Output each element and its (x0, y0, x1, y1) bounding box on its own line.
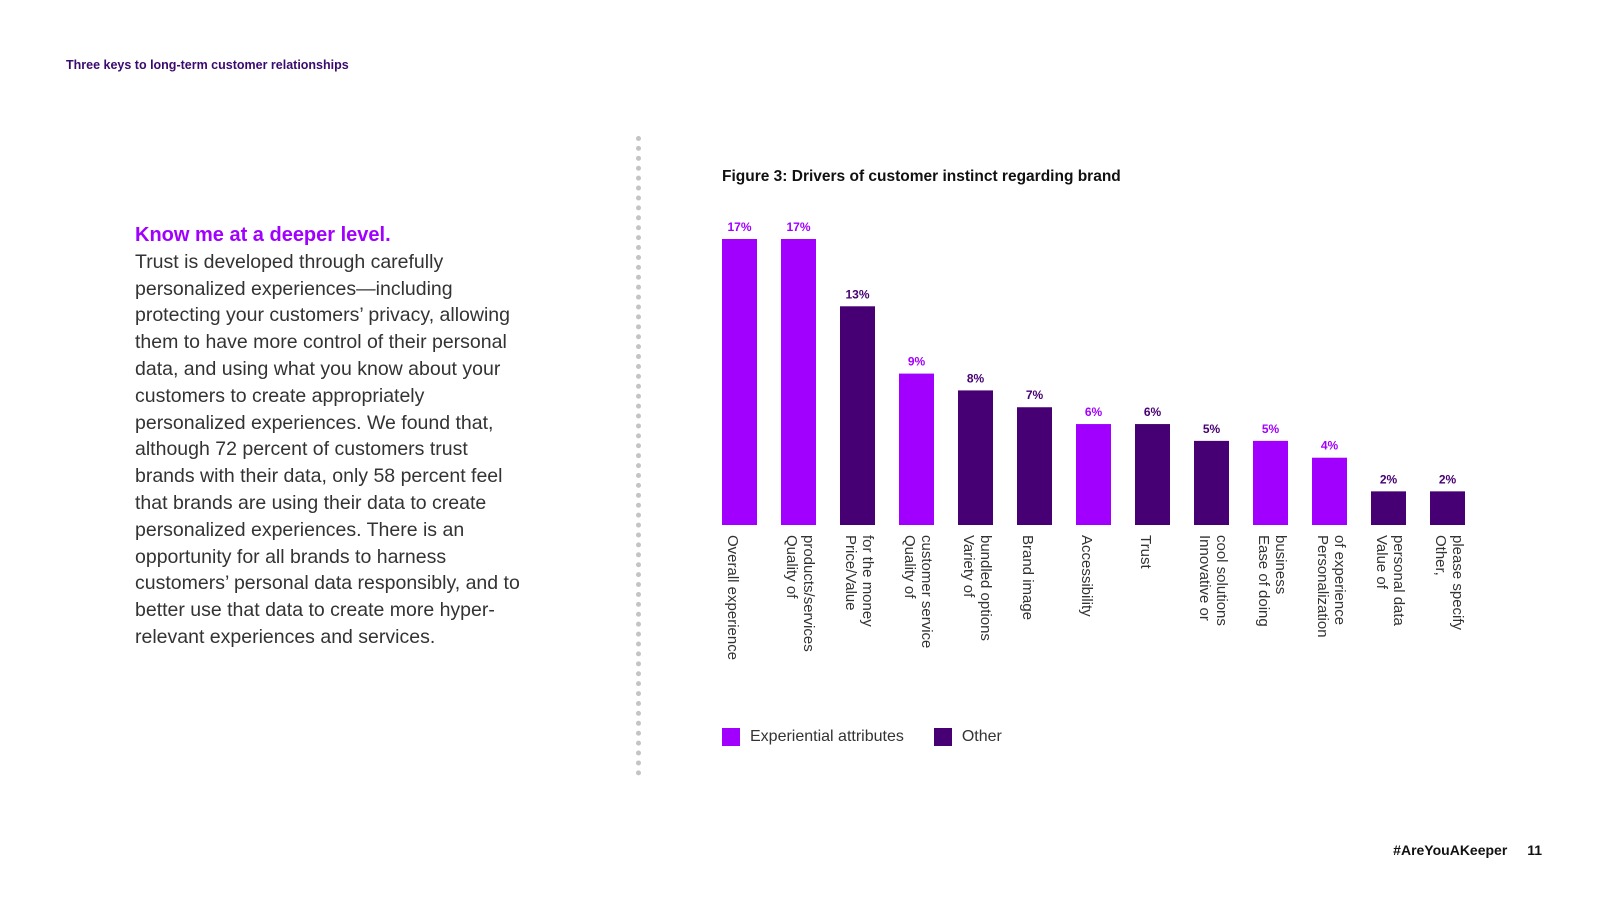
category-label-8: Innovative orcool solutions (1196, 535, 1230, 626)
category-label-5: Brand image (1019, 535, 1036, 620)
legend-swatch-experiential (722, 728, 740, 746)
figure-title: Figure 3: Drivers of customer instinct r… (722, 168, 1121, 185)
bar-7 (1135, 424, 1170, 525)
bar-3 (899, 373, 934, 525)
bar-2 (840, 306, 875, 525)
value-label-0: 17% (727, 220, 751, 234)
bar-8 (1194, 440, 1229, 525)
value-label-4: 8% (967, 371, 985, 385)
legend-item-other: Other (933, 728, 1002, 746)
value-label-3: 9% (908, 355, 926, 369)
category-label-9: Ease of doingbusiness (1255, 535, 1289, 627)
value-label-12: 2% (1439, 472, 1457, 486)
page-header-title: Three keys to long-term customer relatio… (66, 58, 349, 72)
bar-11 (1371, 491, 1406, 525)
value-label-10: 4% (1321, 439, 1339, 453)
value-label-5: 7% (1026, 388, 1044, 402)
footer-hashtag: #AreYouAKeeper (1393, 842, 1508, 858)
category-label-1: Quality ofproducts/services (783, 535, 817, 652)
bar-1 (781, 239, 816, 525)
value-label-2: 13% (845, 287, 869, 301)
value-label-1: 17% (786, 220, 810, 234)
legend-label-other: Other (961, 728, 1002, 745)
bar-12 (1430, 491, 1465, 525)
legend-swatch-other (933, 728, 952, 746)
category-label-2: Price/Valuefor the money (842, 535, 876, 627)
bar-4 (958, 390, 993, 525)
bar-9 (1253, 440, 1288, 525)
value-label-8: 5% (1203, 422, 1221, 436)
dotted-divider (636, 136, 641, 776)
category-label-7: Trust (1137, 535, 1154, 569)
category-label-4: Variety ofbundled options (960, 535, 994, 641)
page-footer: #AreYouAKeeper 11 (1393, 842, 1542, 858)
category-label-12: Other,please specify (1432, 535, 1466, 631)
page-number: 11 (1527, 842, 1542, 858)
bar-10 (1312, 457, 1347, 525)
value-label-6: 6% (1085, 405, 1103, 419)
bar-5 (1017, 407, 1052, 525)
legend-item-experiential: Experiential attributes (722, 728, 904, 746)
value-label-9: 5% (1262, 422, 1280, 436)
legend-label-experiential: Experiential attributes (750, 728, 904, 745)
category-label-6: Accessibility (1078, 535, 1095, 617)
body-paragraph: Trust is developed through carefully per… (135, 250, 520, 648)
body-text-block: Know me at a deeper level. Trust is deve… (135, 222, 525, 651)
category-label-3: Quality ofcustomer service (901, 535, 935, 648)
bar-0 (722, 239, 757, 525)
category-label-11: Value ofpersonal data (1373, 535, 1407, 627)
bar-chart: 17% Overall experience 17% Quality ofproduc… (722, 220, 1466, 660)
category-label-0: Overall experience (724, 535, 741, 660)
value-label-11: 2% (1380, 472, 1398, 486)
value-label-7: 6% (1144, 405, 1162, 419)
category-label-10: Personalizationof experience (1314, 535, 1348, 638)
bar-6 (1076, 424, 1111, 525)
lead-heading: Know me at a deeper level. (135, 224, 391, 246)
chart-legend: Experiential attributes Other (722, 728, 1032, 746)
